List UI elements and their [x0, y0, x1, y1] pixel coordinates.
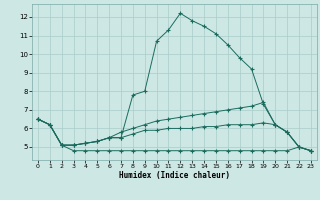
X-axis label: Humidex (Indice chaleur): Humidex (Indice chaleur): [119, 171, 230, 180]
